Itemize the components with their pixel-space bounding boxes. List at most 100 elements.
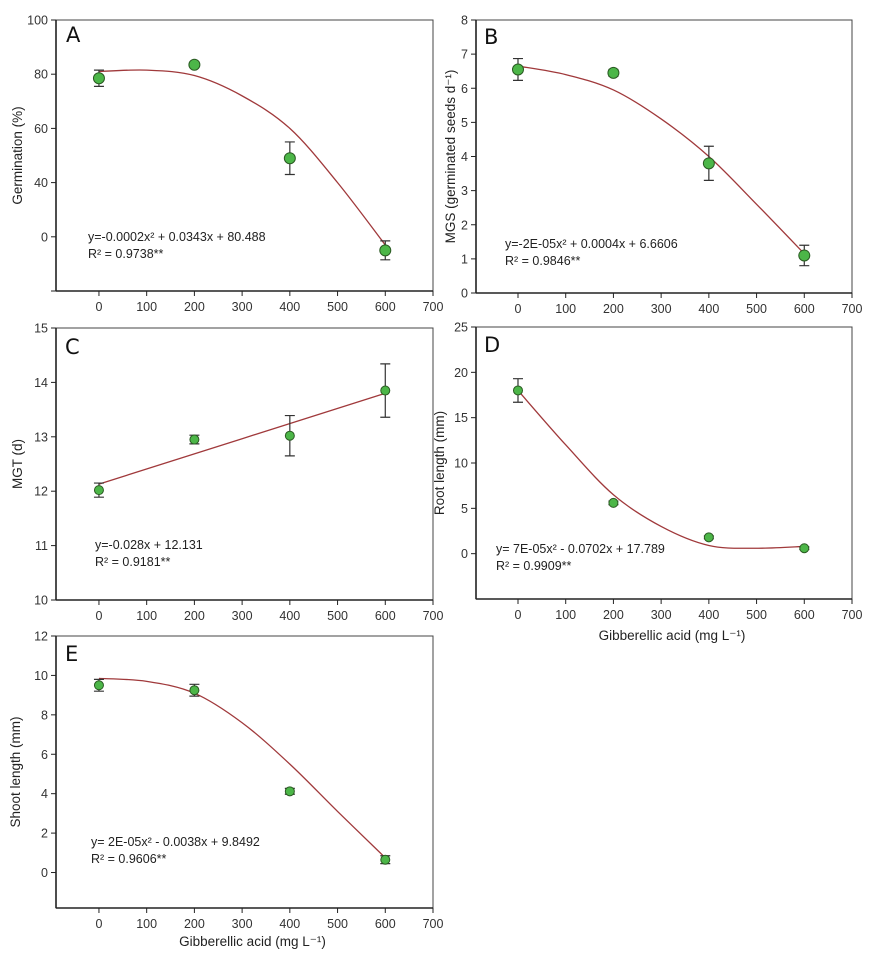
y-tick-label: 4 (461, 150, 468, 164)
x-tick-label: 0 (515, 302, 522, 316)
data-point (188, 58, 201, 71)
x-tick-label: 0 (95, 300, 102, 314)
y-tick-label: 10 (454, 457, 468, 471)
x-tick-label: 500 (327, 300, 348, 314)
x-tick-label: 200 (603, 608, 624, 622)
x-tick-label: 500 (327, 609, 348, 623)
data-point (380, 854, 391, 865)
data-point (379, 244, 392, 257)
data-point (380, 385, 391, 396)
x-tick-label: 400 (698, 302, 719, 316)
y-axis-title: MGT (d) (10, 439, 25, 489)
x-tick-label: 200 (603, 302, 624, 316)
fit-curve (98, 677, 386, 859)
x-tick-label: 200 (184, 917, 205, 931)
data-point (284, 786, 295, 797)
data-point (189, 434, 200, 445)
panel-b: 0 100 200 300 400 500 600 700 0 1 2 3 4 5 6 7 8 MGS (germ… (443, 14, 862, 317)
fit-equation: y= 2E-05x² - 0.0038x + 9.8492 (91, 835, 260, 849)
x-axis-title: Gibberellic acid (mg L⁻¹) (599, 628, 746, 643)
x-tick-label: 100 (555, 302, 576, 316)
x-tick-label: 0 (95, 917, 102, 931)
data-point (703, 532, 714, 543)
y-tick-label: 14 (34, 376, 48, 390)
y-tick-label: 12 (34, 485, 48, 499)
x-tick-label: 500 (327, 917, 348, 931)
y-tick-label: 0 (41, 230, 48, 244)
y-tick-label: 100 (27, 14, 48, 28)
x-tick-label: 300 (651, 608, 672, 622)
plot-frame (55, 635, 434, 909)
x-tick-label: 700 (842, 608, 863, 622)
data-point (512, 385, 523, 396)
y-tick-label: 0 (41, 866, 48, 880)
x-tick-label: 600 (375, 609, 396, 623)
data-point (608, 497, 619, 508)
x-tick-label: 500 (746, 302, 767, 316)
data-point (284, 430, 295, 441)
y-tick-label: 1 (461, 252, 468, 266)
y-tick-label: 10 (34, 594, 48, 608)
panel-letter: C (65, 335, 80, 359)
y-tick-label: 8 (461, 14, 468, 28)
data-point (92, 72, 105, 85)
r-squared: R² = 0.9846** (505, 254, 581, 268)
x-tick-label: 0 (515, 608, 522, 622)
fit-curve (517, 65, 805, 255)
fit-equation: y=-0.028x + 12.131 (95, 538, 203, 552)
x-tick-label: 300 (232, 300, 253, 314)
x-tick-label: 300 (232, 917, 253, 931)
x-tick-label: 200 (184, 609, 205, 623)
panel-letter: B (484, 25, 498, 49)
x-tick-label: 700 (423, 609, 444, 623)
y-tick-label: 8 (41, 708, 48, 722)
y-tick-label: 6 (461, 82, 468, 96)
x-tick-label: 100 (136, 917, 157, 931)
x-tick-label: 300 (232, 609, 253, 623)
y-tick-label: 4 (41, 787, 48, 801)
fit-curve (98, 392, 386, 485)
x-tick-label: 600 (375, 917, 396, 931)
data-point (511, 63, 524, 76)
y-tick-label: 2 (41, 827, 48, 841)
x-tick-label: 700 (423, 917, 444, 931)
fit-curve (98, 69, 386, 246)
r-squared: R² = 0.9181** (95, 555, 171, 569)
r-squared: R² = 0.9909** (496, 559, 572, 573)
y-tick-label: 5 (461, 502, 468, 516)
y-tick-label: 60 (34, 122, 48, 136)
panel-letter: A (66, 23, 81, 47)
panel-e: 0 100 200 300 400 500 600 700 0 2 4 6 8 10 12 Shoot len… (8, 630, 443, 950)
fit-equation: y= 7E-05x² - 0.0702x + 17.789 (496, 542, 665, 556)
x-tick-label: 100 (555, 608, 576, 622)
y-tick-label: 0 (461, 547, 468, 561)
y-tick-label: 5 (461, 116, 468, 130)
y-tick-label: 10 (34, 669, 48, 683)
plot-frame (475, 19, 853, 294)
x-tick-label: 600 (794, 608, 815, 622)
data-point (93, 680, 104, 691)
x-tick-label: 600 (794, 302, 815, 316)
y-tick-label: 12 (34, 630, 48, 644)
data-point (189, 685, 200, 696)
x-tick-label: 700 (842, 302, 863, 316)
x-tick-label: 500 (746, 608, 767, 622)
x-tick-label: 300 (651, 302, 672, 316)
panel-a: 0 100 200 300 400 500 600 7001008060400Germinat… (10, 14, 443, 315)
x-tick-label: 0 (95, 609, 102, 623)
panel-letter: D (484, 333, 500, 357)
data-point (799, 543, 810, 554)
panel-c: 0 100 200 300 400 500 600 700 10 11 12 13 14 15 MGT (d… (10, 322, 443, 624)
y-axis-title: Shoot length (mm) (8, 716, 23, 827)
x-tick-label: 700 (423, 300, 444, 314)
x-axis-title: Gibberellic acid (mg L⁻¹) (179, 934, 326, 949)
fit-equation: y=-0.0002x² + 0.0343x + 80.488 (88, 230, 266, 244)
y-tick-label: 13 (34, 430, 48, 444)
y-tick-label: 20 (454, 366, 468, 380)
y-tick-label: 25 (454, 321, 468, 335)
data-point (283, 152, 296, 165)
x-tick-label: 400 (698, 608, 719, 622)
y-tick-label: 2 (461, 218, 468, 232)
y-tick-label: 15 (454, 411, 468, 425)
